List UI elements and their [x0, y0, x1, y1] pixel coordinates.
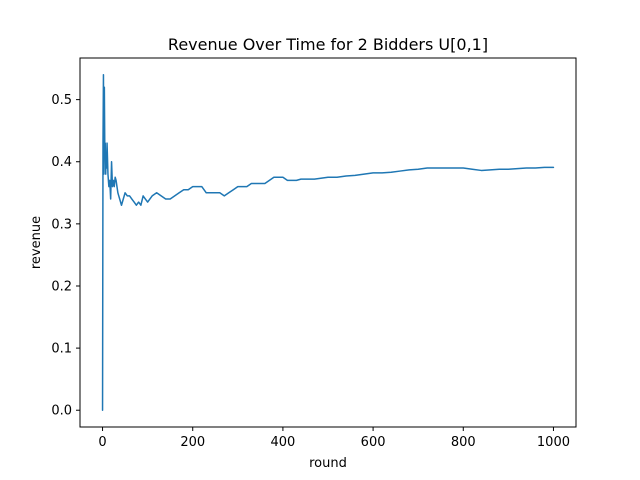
x-tick-label: 1000	[537, 435, 570, 450]
y-tick-label: 0.3	[51, 217, 72, 232]
y-axis-label: revenue	[29, 216, 44, 269]
y-tick-label: 0.0	[51, 404, 72, 419]
x-tick-label: 800	[451, 435, 476, 450]
x-tick-label: 0	[98, 435, 106, 450]
chart-title: Revenue Over Time for 2 Bidders U[0,1]	[168, 35, 488, 54]
y-tick-label: 0.5	[51, 93, 72, 108]
x-tick-label: 200	[180, 435, 205, 450]
y-tick-label: 0.1	[51, 342, 72, 357]
y-tick-label: 0.4	[51, 155, 72, 170]
x-tick-label: 600	[361, 435, 386, 450]
y-tick-label: 0.2	[51, 279, 72, 294]
x-axis-label: round	[309, 456, 347, 471]
plot-frame	[79, 57, 577, 428]
plot-layer: 0 200 400 600 800 1000 0.0 0.1 0.2 0.3 0.4 0.5	[51, 57, 577, 450]
revenue-series-line	[101, 74, 555, 411]
x-tick-label: 400	[270, 435, 295, 450]
